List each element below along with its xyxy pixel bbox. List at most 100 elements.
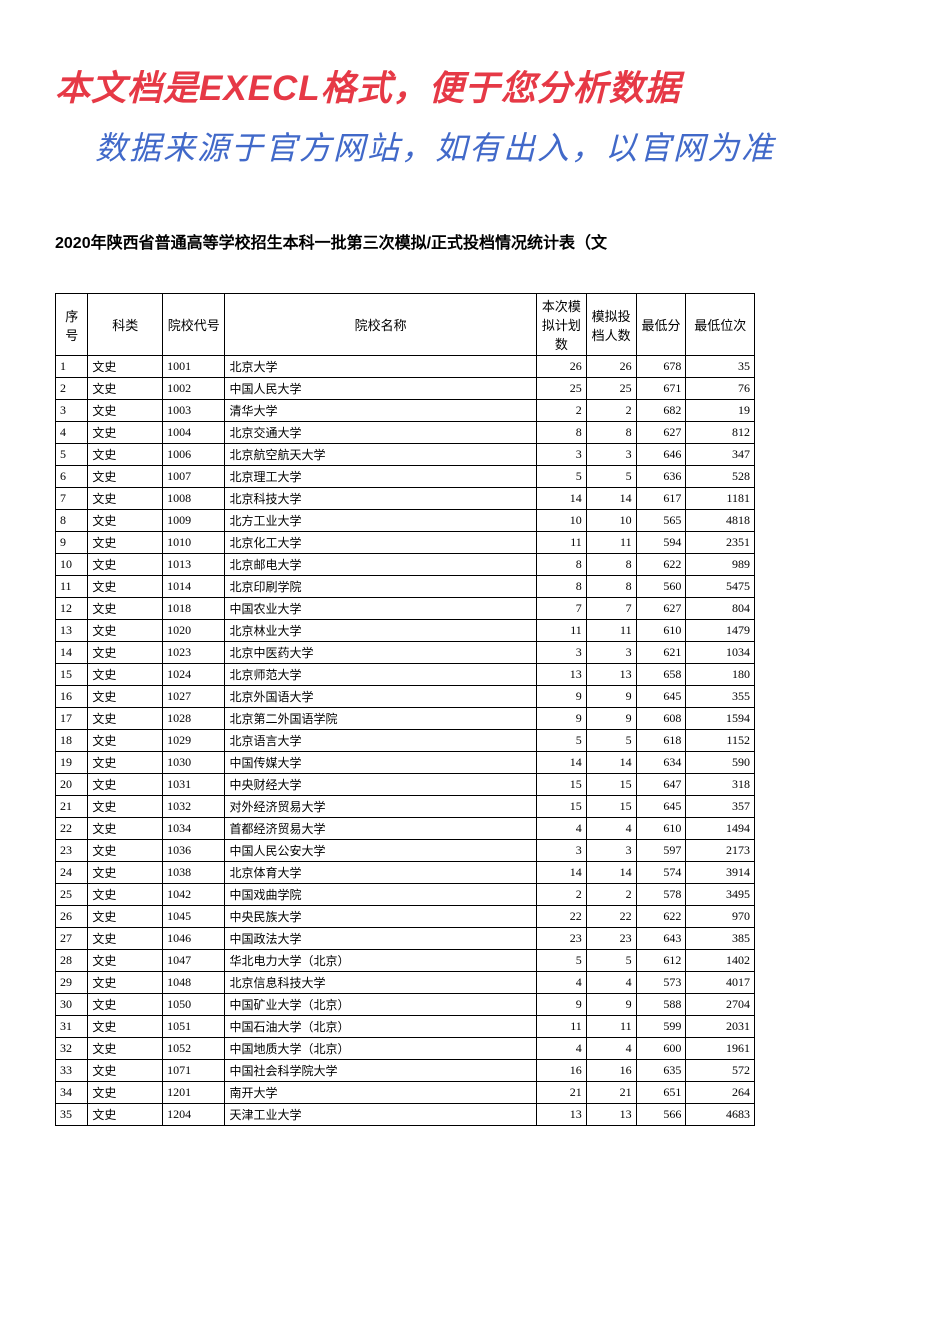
cell-submit: 11 (586, 532, 636, 554)
cell-rank: 264 (686, 1082, 755, 1104)
cell-score: 621 (636, 642, 686, 664)
cell-name: 北京化工大学 (225, 532, 536, 554)
cell-code: 1009 (163, 510, 225, 532)
cell-plan: 21 (536, 1082, 586, 1104)
cell-submit: 26 (586, 356, 636, 378)
cell-subject: 文史 (88, 796, 163, 818)
cell-seq: 4 (56, 422, 88, 444)
cell-name: 南开大学 (225, 1082, 536, 1104)
cell-seq: 9 (56, 532, 88, 554)
cell-code: 1007 (163, 466, 225, 488)
table-row: 33文史1071中国社会科学院大学1616635572 (56, 1060, 755, 1082)
cell-submit: 15 (586, 774, 636, 796)
table-row: 11文史1014北京印刷学院885605475 (56, 576, 755, 598)
cell-subject: 文史 (88, 378, 163, 400)
header-rank: 最低位次 (686, 294, 755, 356)
table-row: 23文史1036中国人民公安大学335972173 (56, 840, 755, 862)
cell-name: 对外经济贸易大学 (225, 796, 536, 818)
cell-rank: 3495 (686, 884, 755, 906)
cell-name: 中国矿业大学（北京） (225, 994, 536, 1016)
cell-code: 1002 (163, 378, 225, 400)
cell-subject: 文史 (88, 1060, 163, 1082)
cell-subject: 文史 (88, 884, 163, 906)
cell-rank: 1479 (686, 620, 755, 642)
cell-name: 中国人民大学 (225, 378, 536, 400)
cell-submit: 3 (586, 444, 636, 466)
cell-subject: 文史 (88, 686, 163, 708)
cell-plan: 3 (536, 642, 586, 664)
cell-plan: 14 (536, 752, 586, 774)
cell-seq: 26 (56, 906, 88, 928)
cell-submit: 4 (586, 972, 636, 994)
cell-name: 北京科技大学 (225, 488, 536, 510)
cell-rank: 1152 (686, 730, 755, 752)
cell-name: 北京大学 (225, 356, 536, 378)
header-seq: 序号 (56, 294, 88, 356)
cell-name: 北京师范大学 (225, 664, 536, 686)
cell-subject: 文史 (88, 752, 163, 774)
cell-score: 645 (636, 796, 686, 818)
cell-rank: 1594 (686, 708, 755, 730)
cell-rank: 355 (686, 686, 755, 708)
cell-plan: 26 (536, 356, 586, 378)
cell-subject: 文史 (88, 1104, 163, 1126)
cell-subject: 文史 (88, 818, 163, 840)
banner: 本文档是EXECL格式，便于您分析数据 数据来源于官方网站，如有出入，以官网为准 (55, 60, 890, 169)
cell-name: 中国政法大学 (225, 928, 536, 950)
cell-score: 682 (636, 400, 686, 422)
cell-plan: 2 (536, 884, 586, 906)
cell-score: 594 (636, 532, 686, 554)
cell-submit: 21 (586, 1082, 636, 1104)
cell-name: 北京语言大学 (225, 730, 536, 752)
cell-rank: 76 (686, 378, 755, 400)
cell-subject: 文史 (88, 444, 163, 466)
header-row: 序号 科类 院校代号 院校名称 本次模拟计划数 模拟投档人数 最低分 最低位次 (56, 294, 755, 356)
cell-submit: 15 (586, 796, 636, 818)
table-row: 19文史1030中国传媒大学1414634590 (56, 752, 755, 774)
cell-rank: 572 (686, 1060, 755, 1082)
cell-subject: 文史 (88, 840, 163, 862)
cell-subject: 文史 (88, 532, 163, 554)
cell-code: 1008 (163, 488, 225, 510)
cell-score: 610 (636, 818, 686, 840)
cell-subject: 文史 (88, 774, 163, 796)
cell-seq: 31 (56, 1016, 88, 1038)
cell-submit: 8 (586, 422, 636, 444)
cell-score: 646 (636, 444, 686, 466)
cell-rank: 1961 (686, 1038, 755, 1060)
table-row: 4文史1004北京交通大学88627812 (56, 422, 755, 444)
cell-subject: 文史 (88, 972, 163, 994)
cell-name: 北京体育大学 (225, 862, 536, 884)
cell-submit: 14 (586, 488, 636, 510)
cell-seq: 30 (56, 994, 88, 1016)
header-subject: 科类 (88, 294, 163, 356)
cell-name: 中国社会科学院大学 (225, 1060, 536, 1082)
cell-score: 574 (636, 862, 686, 884)
cell-subject: 文史 (88, 488, 163, 510)
cell-name: 中央民族大学 (225, 906, 536, 928)
cell-seq: 14 (56, 642, 88, 664)
cell-code: 1030 (163, 752, 225, 774)
table-row: 9文史1010北京化工大学11115942351 (56, 532, 755, 554)
cell-submit: 22 (586, 906, 636, 928)
table-row: 1文史1001北京大学262667835 (56, 356, 755, 378)
cell-plan: 8 (536, 422, 586, 444)
table-row: 35文史1204天津工业大学13135664683 (56, 1104, 755, 1126)
cell-seq: 25 (56, 884, 88, 906)
cell-code: 1051 (163, 1016, 225, 1038)
cell-seq: 1 (56, 356, 88, 378)
cell-seq: 20 (56, 774, 88, 796)
cell-seq: 23 (56, 840, 88, 862)
cell-plan: 11 (536, 1016, 586, 1038)
cell-subject: 文史 (88, 664, 163, 686)
cell-code: 1014 (163, 576, 225, 598)
cell-score: 671 (636, 378, 686, 400)
cell-rank: 347 (686, 444, 755, 466)
page-title: 2020年陕西省普通高等学校招生本科一批第三次模拟/正式投档情况统计表（文 (55, 229, 890, 253)
cell-code: 1013 (163, 554, 225, 576)
cell-name: 中央财经大学 (225, 774, 536, 796)
cell-code: 1029 (163, 730, 225, 752)
cell-rank: 1494 (686, 818, 755, 840)
cell-rank: 5475 (686, 576, 755, 598)
header-submit: 模拟投档人数 (586, 294, 636, 356)
